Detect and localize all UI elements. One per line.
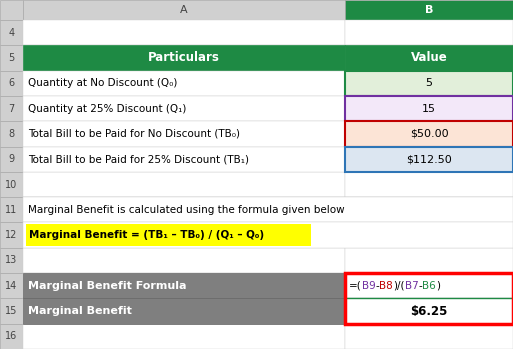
Bar	[23, 147, 345, 172]
Text: 6: 6	[8, 78, 14, 88]
Bar	[23, 273, 345, 298]
Text: B9: B9	[362, 281, 376, 291]
Bar	[23, 298, 345, 324]
Bar	[23, 222, 345, 248]
Text: Marginal Benefit: Marginal Benefit	[28, 306, 132, 316]
Bar	[0, 147, 23, 172]
Text: Total Bill to be Paid for 25% Discount (TB₁): Total Bill to be Paid for 25% Discount (…	[28, 154, 249, 164]
Text: 11: 11	[5, 205, 17, 215]
Text: 15: 15	[5, 306, 17, 316]
Bar	[345, 197, 513, 222]
Text: 4: 4	[8, 28, 14, 38]
Text: ): )	[436, 281, 440, 291]
Text: 12: 12	[5, 230, 17, 240]
Bar	[23, 45, 345, 70]
Bar	[345, 70, 513, 96]
Bar	[345, 96, 513, 121]
Bar	[23, 121, 345, 147]
Text: -: -	[376, 281, 379, 291]
Text: 16: 16	[5, 331, 17, 341]
Bar	[23, 197, 513, 222]
Text: -: -	[418, 281, 422, 291]
Bar	[345, 147, 513, 172]
Bar	[0, 222, 23, 248]
Bar	[26, 224, 311, 246]
Bar	[23, 197, 345, 222]
Text: $50.00: $50.00	[410, 129, 448, 139]
Text: Quantity at 25% Discount (Q₁): Quantity at 25% Discount (Q₁)	[28, 104, 186, 113]
Bar	[345, 121, 513, 147]
Bar	[345, 298, 513, 324]
Bar	[0, 70, 23, 96]
Text: $6.25: $6.25	[410, 305, 448, 318]
Bar	[345, 298, 513, 324]
Bar	[23, 147, 345, 172]
Bar	[23, 273, 345, 298]
Bar	[23, 70, 345, 96]
Bar	[23, 121, 345, 147]
Bar	[0, 0, 23, 20]
Bar	[23, 96, 345, 121]
Bar	[0, 96, 23, 121]
Bar	[0, 273, 23, 298]
Text: Marginal Benefit Formula: Marginal Benefit Formula	[28, 281, 187, 291]
Bar	[345, 96, 513, 121]
Text: B: B	[425, 5, 433, 15]
Bar	[345, 324, 513, 349]
Text: Marginal Benefit is calculated using the formula given below: Marginal Benefit is calculated using the…	[28, 205, 345, 215]
Bar	[345, 273, 513, 298]
Text: Particulars: Particulars	[148, 51, 220, 65]
Bar	[345, 0, 513, 20]
Bar	[345, 20, 513, 45]
Bar	[345, 45, 513, 70]
Text: )/(: )/(	[393, 281, 404, 291]
Text: 10: 10	[5, 179, 17, 190]
Bar	[23, 0, 345, 20]
Text: 8: 8	[8, 129, 14, 139]
Text: B6: B6	[422, 281, 436, 291]
Bar	[0, 172, 23, 197]
Bar	[345, 147, 513, 172]
Text: A: A	[180, 5, 188, 15]
Bar	[0, 248, 23, 273]
Text: Marginal Benefit = (TB₁ – TB₀) / (Q₁ – Q₀): Marginal Benefit = (TB₁ – TB₀) / (Q₁ – Q…	[29, 230, 264, 240]
Bar	[345, 121, 513, 147]
Bar	[0, 197, 23, 222]
Bar	[0, 298, 23, 324]
Bar	[23, 172, 345, 197]
Text: 7: 7	[8, 104, 15, 113]
Text: $112.50: $112.50	[406, 154, 452, 164]
Bar	[0, 20, 23, 45]
Text: 9: 9	[8, 154, 14, 164]
Bar	[0, 45, 23, 70]
Text: 13: 13	[5, 255, 17, 266]
Text: 5: 5	[8, 53, 15, 63]
Bar	[23, 20, 345, 45]
Bar	[345, 222, 513, 248]
Bar	[0, 121, 23, 147]
Text: 15: 15	[422, 104, 436, 113]
Bar	[23, 96, 345, 121]
Bar	[345, 248, 513, 273]
Bar	[23, 248, 345, 273]
Bar	[23, 70, 345, 96]
Bar	[0, 324, 23, 349]
Text: Value: Value	[410, 51, 447, 65]
Text: Quantity at No Discount (Q₀): Quantity at No Discount (Q₀)	[28, 78, 177, 88]
Text: B8: B8	[379, 281, 393, 291]
Text: 14: 14	[5, 281, 17, 291]
Bar	[23, 324, 345, 349]
Bar	[345, 172, 513, 197]
Bar	[345, 273, 513, 298]
Bar	[23, 45, 345, 70]
Bar	[23, 298, 345, 324]
Bar	[345, 45, 513, 70]
Bar	[23, 222, 513, 248]
Bar	[345, 273, 513, 324]
Text: B7: B7	[404, 281, 418, 291]
Text: Total Bill to be Paid for No Discount (TB₀): Total Bill to be Paid for No Discount (T…	[28, 129, 240, 139]
Text: 5: 5	[425, 78, 432, 88]
Bar	[345, 70, 513, 96]
Text: =(: =(	[349, 281, 362, 291]
